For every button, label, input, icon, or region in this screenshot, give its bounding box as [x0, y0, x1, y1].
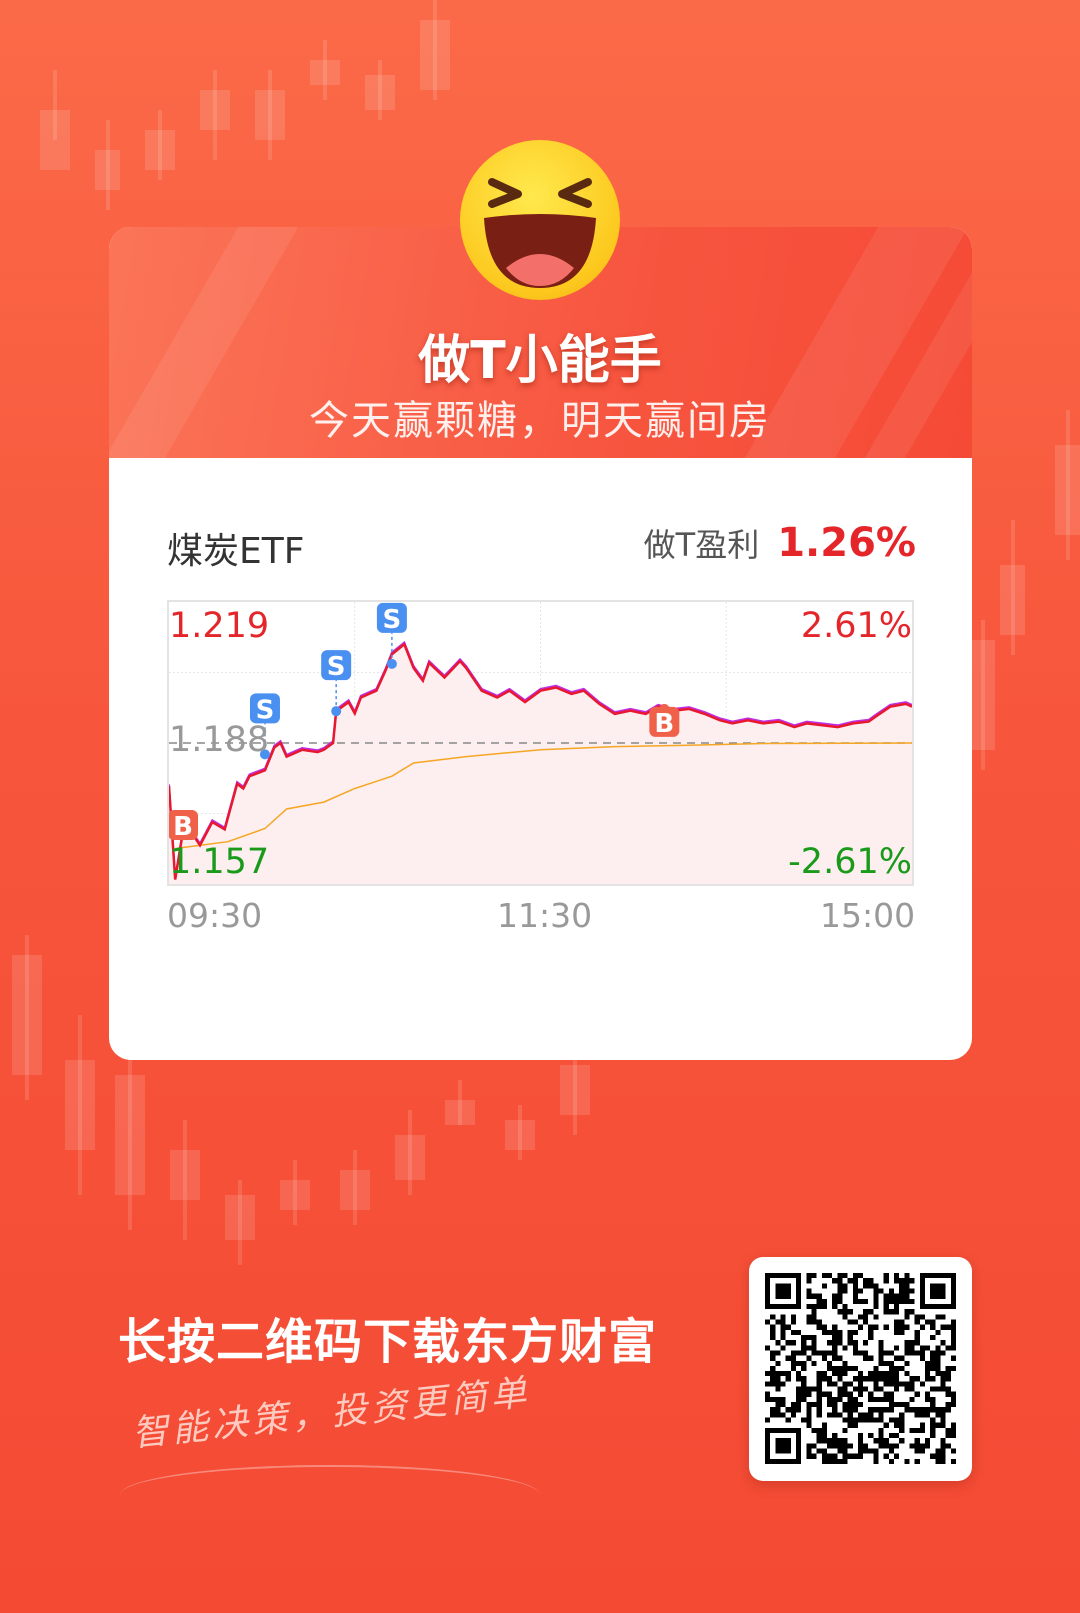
- candle-wick: [213, 70, 217, 160]
- profit-value: 1.26%: [777, 520, 916, 566]
- qr-finder: [930, 1283, 946, 1299]
- candle-body: [200, 90, 230, 130]
- marker-dot: [259, 749, 270, 760]
- candle-body: [115, 1075, 145, 1195]
- candle-wick: [158, 110, 162, 180]
- candle-body: [170, 1150, 200, 1200]
- profit-summary: 做T盈利 1.26%: [644, 520, 916, 566]
- page-subtitle: 今天赢颗糖，明天赢间房: [309, 398, 771, 444]
- candle-body: [340, 1170, 370, 1210]
- y-label-low-pct: -2.61%: [788, 842, 912, 882]
- candle-wick: [25, 935, 29, 1100]
- profit-label: 做T盈利: [643, 526, 760, 564]
- sell-marker: [249, 693, 280, 724]
- candle-body: [1000, 565, 1025, 635]
- candle-body: [255, 90, 285, 140]
- buy-marker: [169, 809, 198, 840]
- qr-finder: [775, 1438, 791, 1454]
- candle-body: [145, 130, 175, 170]
- candle-body: [95, 150, 120, 190]
- candle-body: [505, 1120, 535, 1150]
- slogan-underline: [120, 1465, 540, 1525]
- candle-wick: [105, 120, 110, 210]
- x-label-open: 09:30: [167, 896, 263, 935]
- marker-dot: [386, 658, 397, 669]
- laughing-face-icon: [460, 140, 620, 300]
- marker-label: S: [327, 652, 346, 682]
- price-line: [169, 642, 912, 880]
- candle-wick: [353, 1150, 357, 1225]
- candle-body: [395, 1135, 425, 1180]
- candle-wick: [268, 70, 272, 160]
- candle-wick: [323, 40, 327, 100]
- candle-wick: [78, 1015, 82, 1195]
- candle-wick: [128, 1030, 132, 1230]
- y-label-high: 1.219: [169, 606, 270, 646]
- chart-plot: B S S S B: [169, 602, 912, 884]
- candle-body: [445, 1100, 475, 1125]
- candle-wick: [433, 0, 437, 100]
- candle-body: [365, 75, 395, 110]
- candle-body: [970, 640, 995, 750]
- sell-marker: [321, 650, 352, 681]
- candle-wick: [518, 1105, 522, 1160]
- page-title: 做T小能手: [418, 331, 662, 391]
- candle-body: [1055, 445, 1080, 535]
- candle-body: [12, 955, 42, 1075]
- y-label-high-pct: 2.61%: [800, 606, 912, 646]
- candle-wick: [1010, 520, 1015, 655]
- candle-wick: [183, 1120, 187, 1240]
- candle-body: [310, 60, 340, 85]
- candle-wick: [980, 620, 985, 770]
- candle-body: [560, 1065, 590, 1115]
- candle-wick: [238, 1180, 242, 1265]
- sell-marker: [376, 602, 407, 633]
- candle-body: [40, 110, 70, 170]
- x-label-close: 15:00: [820, 896, 916, 935]
- candle-body: [225, 1195, 255, 1240]
- candle-wick: [573, 1050, 577, 1135]
- y-label-prev-close: 1.188: [169, 720, 270, 760]
- intraday-chart: B S S S B 1.219 2.61% 1.188 1.157 -2.61%: [167, 600, 914, 886]
- average-price-line: [175, 742, 912, 850]
- candle-wick: [53, 70, 57, 140]
- marker-label: S: [256, 695, 275, 725]
- candle-body: [65, 1060, 95, 1150]
- qr-code[interactable]: [749, 1257, 972, 1481]
- candle-body: [280, 1180, 310, 1210]
- candle-wick: [458, 1080, 462, 1125]
- candle-wick: [378, 60, 382, 120]
- candle-wick: [408, 1110, 412, 1195]
- price-area: [169, 644, 912, 884]
- qr-finder: [775, 1283, 791, 1299]
- candle-wick: [293, 1160, 297, 1225]
- etf-name: 煤炭ETF: [167, 531, 305, 572]
- y-label-low: 1.157: [169, 842, 270, 882]
- marker-label: S: [383, 605, 402, 635]
- candle-body: [420, 20, 450, 90]
- buy-marker: [649, 706, 680, 737]
- marker-label: B: [173, 812, 193, 842]
- slogan: 智能决策，投资更简单: [130, 1372, 533, 1455]
- x-label-midday: 11:30: [497, 896, 593, 935]
- marker-dot: [331, 706, 342, 717]
- marker-label: B: [654, 709, 674, 739]
- download-prompt: 长按二维码下载东方财富: [118, 1314, 658, 1370]
- candle-wick: [1065, 410, 1070, 560]
